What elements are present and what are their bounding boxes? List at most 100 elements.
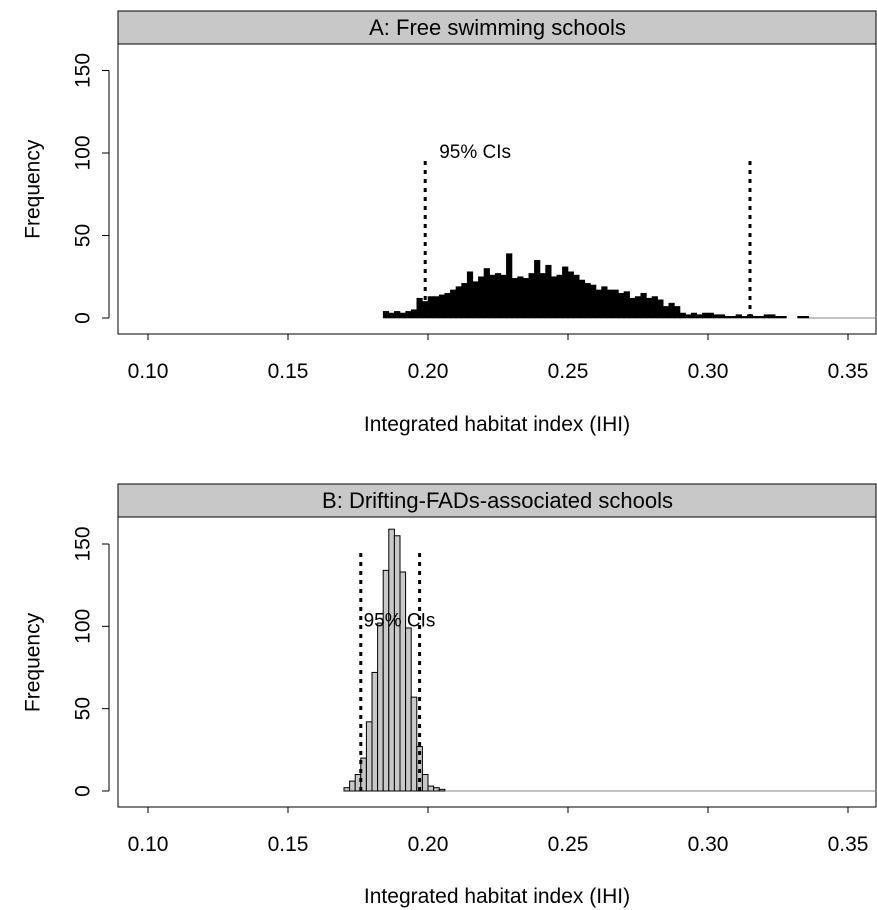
histogram-bar — [500, 274, 507, 319]
histogram-bar — [427, 785, 435, 792]
histogram-bar — [550, 276, 558, 319]
histogram-bar — [455, 286, 462, 319]
histogram-bar — [545, 264, 552, 319]
y-tick-label: 0 — [72, 785, 95, 797]
y-axis: 0 50 100 150 — [72, 526, 110, 797]
x-tick-label: 0.35 — [828, 360, 869, 383]
histogram-bar — [713, 314, 720, 319]
histogram-bar — [629, 297, 636, 319]
y-tick-label: 50 — [72, 697, 95, 720]
histogram-bar — [511, 278, 518, 319]
bars — [343, 528, 446, 792]
chart-panel-b: B: Drifting-FADs-associated schools 95% C… — [22, 483, 877, 908]
histogram-bar — [634, 296, 642, 319]
x-tick-label: 0.10 — [128, 833, 169, 856]
histogram-bar — [758, 316, 765, 319]
histogram-bar — [394, 311, 401, 319]
histogram-bar — [584, 283, 591, 319]
histogram-bar — [774, 316, 782, 319]
histogram-bar — [517, 276, 524, 319]
histogram-bar — [685, 314, 692, 319]
x-axis: 0.10 0.15 0.20 0.25 0.30 0.35 — [128, 806, 869, 856]
x-axis-title: Integrated habitat index (IHI) — [364, 413, 630, 436]
histogram-bar — [646, 297, 653, 319]
histogram-bar — [690, 312, 698, 319]
histogram-bar — [696, 314, 703, 319]
y-tick-label: 0 — [72, 312, 95, 324]
ci-annotation: 95% CIs — [439, 142, 511, 163]
histogram-bar — [769, 314, 776, 319]
histogram-bar — [433, 787, 440, 792]
histogram-bar — [562, 266, 569, 319]
histogram-bar — [590, 284, 597, 319]
histogram-bar — [567, 271, 574, 319]
histogram-bar — [410, 696, 418, 792]
x-tick-label: 0.35 — [828, 833, 869, 856]
histogram-bar — [534, 259, 541, 319]
histogram-bar — [657, 299, 664, 319]
histogram-bar — [438, 788, 446, 792]
histogram-bar — [556, 274, 563, 319]
histogram-bar — [405, 311, 412, 319]
bars — [382, 253, 810, 319]
x-tick-label: 0.25 — [548, 833, 589, 856]
histogram-bar — [662, 306, 670, 319]
chart-title: B: Drifting-FADs-associated schools — [322, 488, 673, 513]
histogram-bar — [506, 253, 513, 319]
histogram-bar — [595, 289, 602, 319]
histogram-bar — [399, 571, 407, 792]
histogram-bar — [371, 671, 379, 792]
histogram-bar — [612, 289, 619, 319]
histogram-bar — [349, 780, 356, 792]
histogram-bar — [679, 312, 686, 319]
y-axis-title: Frequency — [22, 139, 45, 239]
histogram-bar — [393, 535, 401, 792]
chart-title: A: Free swimming schools — [369, 15, 626, 40]
x-axis-title: Integrated habitat index (IHI) — [364, 885, 630, 908]
y-tick-label: 150 — [72, 526, 95, 561]
x-tick-label: 0.10 — [128, 360, 169, 383]
histogram-bar — [483, 268, 490, 319]
panel-strip — [117, 10, 877, 45]
x-tick-label: 0.15 — [268, 360, 309, 383]
histogram-bar — [702, 312, 709, 319]
histogram-bar — [489, 274, 496, 319]
chart-panel-a: A: Free swimming schools 95% CIs 0.10 0.15 0… — [22, 10, 877, 436]
histogram-bar — [522, 278, 530, 319]
y-tick-label: 150 — [72, 53, 95, 88]
histogram-bar — [707, 312, 714, 319]
histogram-bar — [382, 311, 390, 319]
histogram-bar — [388, 312, 395, 319]
histogram-bar — [606, 289, 614, 319]
histogram-bar — [478, 276, 485, 319]
histogram-bar — [399, 312, 406, 319]
histogram-bar — [377, 622, 384, 792]
x-tick-label: 0.15 — [268, 833, 309, 856]
histogram-bar — [730, 316, 737, 319]
histogram-bar — [466, 271, 474, 319]
histogram-bar — [416, 297, 423, 319]
histogram-bar — [450, 289, 457, 319]
y-tick-label: 100 — [72, 135, 95, 170]
histogram-bar — [651, 296, 658, 319]
histogram-bar — [623, 291, 630, 319]
histogram-bar — [752, 316, 759, 319]
histogram-bar — [797, 316, 804, 319]
y-axis-title: Frequency — [22, 612, 45, 712]
histogram-bar — [494, 273, 502, 319]
histogram-bar — [618, 292, 625, 319]
histogram-bar — [724, 316, 731, 319]
x-tick-label: 0.25 — [548, 360, 589, 383]
x-axis: 0.10 0.15 0.20 0.25 0.30 0.35 — [128, 333, 869, 383]
histogram-bar — [444, 292, 451, 319]
histogram-bar — [668, 302, 675, 319]
y-tick-label: 100 — [72, 609, 95, 644]
histogram-bar — [472, 281, 479, 319]
y-axis: 0 50 100 150 — [72, 53, 110, 324]
histogram-bar — [718, 314, 726, 319]
histogram-bar — [735, 314, 742, 319]
x-tick-label: 0.30 — [688, 360, 729, 383]
histogram-bar — [365, 721, 373, 792]
histogram-bar — [573, 274, 580, 319]
histogram-bar — [539, 273, 546, 319]
